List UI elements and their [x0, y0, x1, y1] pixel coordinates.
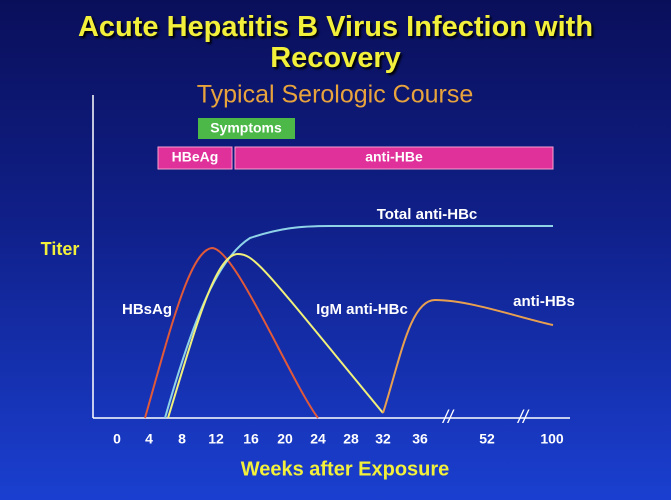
total-anti-hbc-curve: [164, 225, 553, 419]
axis-break: //: [441, 407, 455, 427]
bar-label: HBeAg: [172, 149, 219, 165]
hbsag-curve: [144, 246, 319, 419]
x-tick-label: 8: [178, 431, 186, 447]
bar-label: anti-HBe: [365, 149, 423, 165]
x-tick-label: 24: [310, 431, 326, 447]
x-ticks: 0 4 8 12 16 20 24 28 32 36 52 100: [113, 431, 564, 447]
anti-hbs-curve: [382, 298, 554, 414]
x-axis-label: Weeks after Exposure: [241, 458, 450, 480]
symptoms-bar: [198, 118, 295, 139]
subtitle: Typical Serologic Course: [197, 81, 474, 109]
x-tick-label: 16: [243, 431, 259, 447]
curve-label: HBsAg: [122, 301, 172, 318]
x-tick-label: 4: [145, 431, 153, 447]
x-tick-label: 100: [540, 431, 564, 447]
x-tick-label: 32: [375, 431, 391, 447]
y-axis-label: Titer: [41, 239, 80, 259]
x-tick-label: 36: [412, 431, 428, 447]
curve-label: anti-HBs: [513, 293, 575, 310]
hbeag-bar: [157, 146, 233, 170]
x-tick-label: 20: [277, 431, 293, 447]
x-tick-label: 0: [113, 431, 121, 447]
curve-label: IgM anti-HBc: [316, 301, 408, 318]
x-tick-label: 28: [343, 431, 359, 447]
anti-hbe-bar: [234, 146, 554, 170]
slide-title: Acute Hepatitis B Virus Infection with R…: [77, 11, 594, 74]
x-tick-label: 12: [208, 431, 224, 447]
curve-label: Total anti-HBc: [377, 206, 478, 223]
igm-anti-hbc-curve: [167, 252, 384, 419]
axis-break: //: [516, 407, 530, 427]
bar-label: Symptoms: [210, 120, 282, 136]
x-tick-label: 52: [479, 431, 495, 447]
